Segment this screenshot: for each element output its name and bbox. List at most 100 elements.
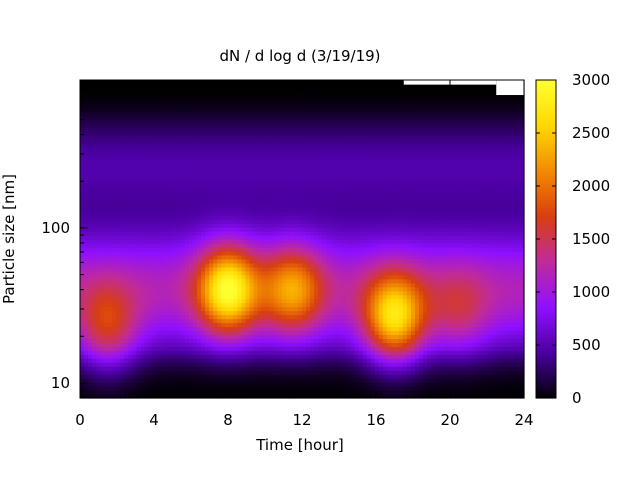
heatmap-cell: [297, 167, 303, 173]
heatmap-cell: [201, 131, 206, 137]
heatmap-cell: [273, 294, 279, 300]
heatmap-cell: [225, 250, 230, 256]
heatmap-cell: [80, 366, 85, 371]
heatmap-cell: [124, 278, 130, 284]
heatmap-cell: [176, 139, 182, 145]
heatmap-cell: [120, 147, 125, 153]
heatmap-cell: [160, 199, 166, 204]
heatmap-cell: [148, 274, 154, 280]
heatmap-cell: [156, 390, 162, 395]
heatmap-cell: [152, 302, 158, 308]
heatmap-cell: [302, 270, 307, 276]
heatmap-cell: [257, 115, 263, 121]
heatmap-cell: [112, 231, 117, 236]
heatmap-cell: [88, 242, 93, 248]
heatmap-cell: [128, 119, 134, 125]
heatmap-cell: [293, 278, 299, 284]
heatmap-cell: [209, 374, 214, 379]
heatmap-cell: [116, 330, 121, 335]
heatmap-cell: [80, 254, 85, 260]
heatmap-cell: [213, 87, 218, 93]
heatmap-cell: [289, 103, 295, 109]
heatmap-cell: [293, 175, 299, 180]
heatmap-cell: [96, 346, 101, 351]
heatmap-cell: [314, 366, 319, 371]
heatmap-cell: [140, 223, 146, 228]
heatmap-cell: [277, 191, 283, 196]
heatmap-cell: [277, 219, 283, 224]
heatmap-cell: [265, 270, 271, 276]
heatmap-cell: [237, 286, 243, 292]
heatmap-cell: [104, 314, 109, 320]
heatmap-cell: [285, 99, 291, 105]
heatmap-cell: [257, 131, 263, 137]
heatmap-cell: [229, 127, 234, 133]
heatmap-cell: [269, 358, 275, 363]
heatmap-cell: [233, 171, 239, 176]
heatmap-cell: [168, 143, 174, 149]
heatmap-cell: [261, 207, 267, 212]
heatmap-cell: [92, 183, 97, 188]
heatmap-cell: [88, 171, 93, 176]
heatmap-cell: [209, 175, 214, 180]
heatmap-cell: [265, 119, 271, 125]
heatmap-cell: [326, 123, 331, 129]
heatmap-cell: [229, 322, 234, 328]
heatmap-cell: [229, 358, 234, 363]
heatmap-cell: [84, 250, 89, 256]
heatmap-cell: [209, 346, 214, 351]
heatmap-cell: [116, 171, 121, 176]
heatmap-cell: [92, 382, 97, 387]
heatmap-cell: [144, 159, 150, 165]
heatmap-cell: [285, 314, 291, 320]
heatmap-cell: [193, 290, 198, 296]
heatmap-cell: [326, 211, 331, 216]
heatmap-cell: [136, 266, 142, 272]
heatmap-cell: [326, 179, 331, 184]
heatmap-cell: [217, 274, 222, 280]
heatmap-cell: [116, 326, 121, 332]
heatmap-cell: [176, 99, 182, 105]
heatmap-cell: [84, 131, 89, 137]
heatmap-cell: [188, 266, 194, 272]
heatmap-cell: [140, 254, 146, 260]
heatmap-cell: [318, 318, 323, 324]
heatmap-cell: [322, 322, 327, 328]
heatmap-cell: [217, 362, 222, 367]
heatmap-cell: [245, 131, 251, 137]
heatmap-cell: [152, 386, 158, 391]
heatmap-cell: [144, 239, 150, 244]
heatmap-cell: [302, 258, 307, 264]
heatmap-cell: [322, 131, 327, 137]
heatmap-cell: [209, 334, 214, 339]
heatmap-cell: [108, 266, 113, 272]
heatmap-cell: [281, 191, 287, 196]
heatmap-cell: [100, 91, 105, 97]
heatmap-cell: [310, 358, 315, 363]
heatmap-cell: [128, 242, 134, 248]
heatmap-cell: [221, 143, 226, 149]
heatmap-cell: [277, 362, 283, 367]
heatmap-cell: [310, 103, 315, 109]
heatmap-cell: [269, 378, 275, 383]
heatmap-cell: [233, 151, 239, 157]
heatmap-cell: [237, 378, 243, 383]
heatmap-cell: [310, 318, 315, 324]
heatmap-cell: [297, 362, 303, 367]
heatmap-cell: [310, 139, 315, 145]
heatmap-cell: [205, 322, 210, 328]
heatmap-cell: [104, 239, 109, 244]
heatmap-cell: [213, 199, 218, 204]
heatmap-cell: [293, 306, 299, 312]
heatmap-cell: [193, 111, 198, 117]
heatmap-cell: [160, 207, 166, 212]
heatmap-cell: [221, 227, 226, 232]
heatmap-cell: [164, 179, 170, 184]
heatmap-cell: [233, 80, 239, 85]
heatmap-cell: [326, 235, 331, 240]
heatmap-cell: [112, 155, 117, 161]
heatmap-cell: [302, 358, 307, 363]
heatmap-cell: [104, 306, 109, 312]
heatmap-cell: [132, 191, 138, 196]
heatmap-cell: [184, 107, 190, 113]
